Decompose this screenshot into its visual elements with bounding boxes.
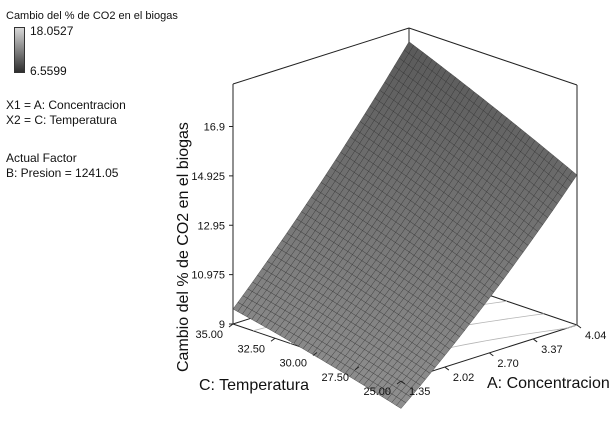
- response-surface: [232, 41, 578, 409]
- actual-factor-block: Actual Factor B: Presion = 1241.05: [6, 151, 118, 181]
- y-tick-mark: [396, 380, 402, 385]
- axis-ticks: 9 10.975 12.95 14.925 16.9 25.00 27.50 30.00 32.…: [191, 122, 606, 399]
- y-tick-mark: [228, 323, 234, 328]
- x-axis-title: A: Concentracion: [487, 375, 610, 392]
- y-tick-label: 27.50: [321, 372, 349, 384]
- box-edge: [408, 27, 578, 86]
- actual-factor-heading: Actual Factor: [6, 151, 77, 165]
- x-tick-label: 2.02: [453, 372, 474, 384]
- y-tick-mark: [354, 366, 360, 371]
- z-tick-label: 14.925: [191, 171, 225, 183]
- x-tick-mark: [532, 338, 538, 343]
- y-tick-label: 35.00: [195, 329, 223, 341]
- y-axis-title: C: Temperatura: [199, 377, 309, 394]
- z-axis-title: Cambio del % de CO2 en el biogas: [175, 122, 192, 372]
- x-tick-mark: [400, 380, 406, 385]
- surface-cell: [567, 170, 578, 183]
- variable-x2: X2 = C: Temperatura: [6, 113, 117, 127]
- legend-title: Cambio del % de CO2 en el biogas: [6, 10, 178, 22]
- legend-max-value: 18.0527: [30, 24, 74, 38]
- x-tick-label: 2.70: [497, 358, 518, 370]
- x-tick-mark: [444, 366, 450, 371]
- legend-min-value: 6.5599: [30, 64, 67, 78]
- y-tick-mark: [270, 337, 276, 342]
- color-scale-bar: [14, 27, 25, 73]
- x-tick-label: 1.35: [409, 386, 430, 398]
- box-edge: [232, 27, 410, 85]
- actual-factor-value: B: Presion = 1241.05: [6, 166, 119, 180]
- y-tick-mark: [312, 352, 318, 356]
- z-tick-label: 12.95: [197, 220, 225, 232]
- z-tick-label: 10.975: [191, 270, 225, 282]
- variable-definitions: X1 = A: Concentracion X2 = C: Temperatur…: [6, 98, 126, 128]
- y-tick-label: 25.00: [363, 386, 391, 398]
- y-tick-label: 32.50: [237, 343, 265, 355]
- variable-x1: X1 = A: Concentracion: [6, 98, 126, 112]
- z-tick-label: 16.9: [204, 122, 225, 134]
- x-tick-label: 4.04: [585, 330, 606, 342]
- x-tick-label: 3.37: [541, 344, 562, 356]
- z-tick-label: 9: [219, 319, 225, 331]
- x-tick-mark: [576, 324, 582, 329]
- x-tick-mark: [489, 352, 494, 357]
- y-tick-label: 30.00: [279, 358, 307, 370]
